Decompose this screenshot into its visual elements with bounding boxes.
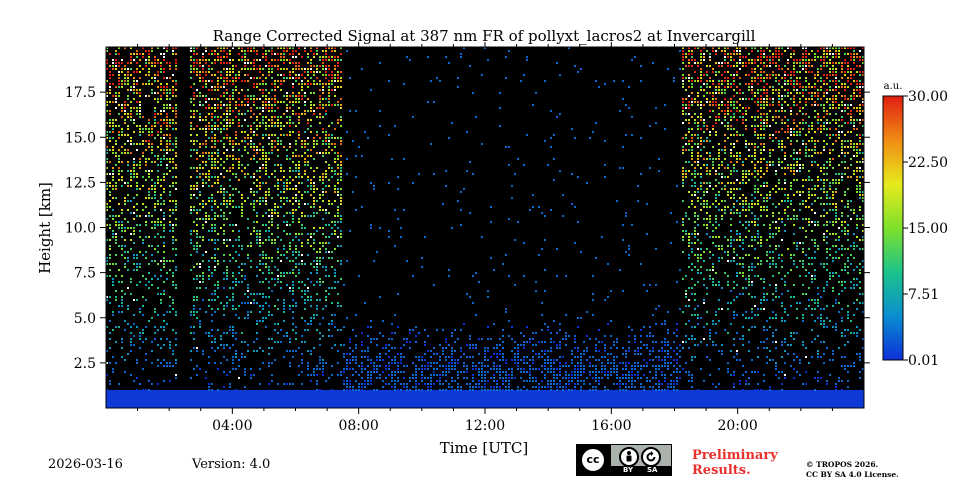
y-tick-label: 5.0 xyxy=(74,311,96,327)
cc-badge-left: cc xyxy=(577,445,611,475)
heatmap-layer xyxy=(106,47,864,408)
colorbar-tick-label: 7.51 xyxy=(908,287,939,303)
x-axis: 04:00 08:00 12:00 16:00 20:00 xyxy=(137,42,833,434)
preliminary-line-1: Preliminary xyxy=(692,448,778,463)
x-tick-label: 20:00 xyxy=(717,418,757,434)
x-tick-label: 12:00 xyxy=(465,418,505,434)
chart-title: Range Corrected Signal at 387 nm FR of p… xyxy=(213,27,756,45)
cc-by-label: BY xyxy=(623,466,634,474)
footer-date: 2026-03-16 xyxy=(48,457,123,472)
colorbar-tick-label: 30.00 xyxy=(908,89,948,105)
cc-sa-label: SA xyxy=(647,466,658,474)
x-tick-label: 04:00 xyxy=(212,418,252,434)
share-alike-icon xyxy=(641,447,661,467)
copyright-line-2: CC BY SA 4.0 License. xyxy=(806,470,899,479)
cc-license-badge: cc BY SA xyxy=(576,444,672,476)
y-axis: 2.5 5.0 7.5 10.0 12.5 15.0 17.5 xyxy=(65,85,870,372)
surface-layer-signal xyxy=(106,389,864,408)
copyright-line-1: © TROPOS 2026. xyxy=(806,460,879,469)
cc-badge-strip: BY SA xyxy=(611,466,671,475)
colorbar-unit: a.u. xyxy=(884,81,903,92)
y-tick-label: 2.5 xyxy=(74,356,96,372)
y-tick-label: 17.5 xyxy=(65,85,96,101)
preliminary-notice: Preliminary Results. xyxy=(692,448,778,478)
y-tick-label: 7.5 xyxy=(74,266,96,282)
x-tick-label: 16:00 xyxy=(591,418,631,434)
cc-logo-icon: cc xyxy=(580,447,606,473)
copyright-notice: © TROPOS 2026. CC BY SA 4.0 License. xyxy=(806,460,899,480)
attribution-person-icon xyxy=(619,447,639,467)
x-tick-label: 08:00 xyxy=(338,418,378,434)
colorbar-tick-label: 22.50 xyxy=(908,155,948,171)
colorbar-tick-label: 0.01 xyxy=(908,353,939,369)
footer-version: Version: 4.0 xyxy=(192,457,271,472)
y-tick-label: 10.0 xyxy=(65,221,96,237)
preliminary-line-2: Results. xyxy=(692,463,751,478)
colorbar-axis: 0.01 7.51 15.00 22.50 30.00 xyxy=(903,89,948,369)
x-axis-label: Time [UTC] xyxy=(440,439,529,457)
y-axis-label: Height [km] xyxy=(36,182,54,274)
y-tick-label: 12.5 xyxy=(65,175,96,191)
colorbar xyxy=(882,95,904,361)
colorbar-tick-label: 15.00 xyxy=(908,221,948,237)
y-tick-label: 15.0 xyxy=(65,130,96,146)
